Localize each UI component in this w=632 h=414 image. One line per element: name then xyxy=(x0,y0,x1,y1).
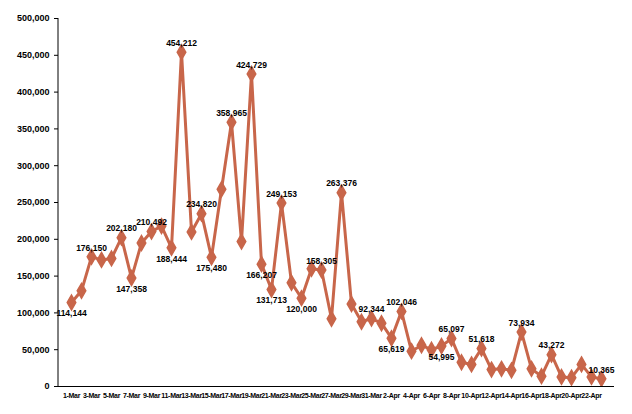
svg-text:54,995: 54,995 xyxy=(429,352,455,362)
svg-text:175,480: 175,480 xyxy=(196,263,227,273)
svg-text:73,934: 73,934 xyxy=(509,318,535,328)
svg-text:50,000: 50,000 xyxy=(22,345,50,355)
svg-text:454,212: 454,212 xyxy=(166,38,197,48)
svg-text:176,150: 176,150 xyxy=(76,243,107,253)
svg-text:2-Apr: 2-Apr xyxy=(383,392,400,400)
svg-text:16-Apr: 16-Apr xyxy=(521,392,542,400)
svg-text:7-Mar: 7-Mar xyxy=(123,392,141,399)
svg-text:17-Mar: 17-Mar xyxy=(221,392,242,399)
svg-text:19-Mar: 19-Mar xyxy=(241,392,262,399)
svg-text:3-Mar: 3-Mar xyxy=(83,392,101,399)
svg-text:25-Mar: 25-Mar xyxy=(301,392,322,399)
svg-text:20-Apr: 20-Apr xyxy=(561,392,582,400)
svg-text:31-Mar: 31-Mar xyxy=(361,392,382,399)
svg-text:27-Mar: 27-Mar xyxy=(321,392,342,399)
svg-text:65,619: 65,619 xyxy=(379,344,405,354)
svg-text:147,358: 147,358 xyxy=(116,284,147,294)
svg-text:8-Apr: 8-Apr xyxy=(443,392,460,400)
svg-text:12-Apr: 12-Apr xyxy=(481,392,502,400)
svg-text:200,000: 200,000 xyxy=(17,234,50,244)
svg-text:43,272: 43,272 xyxy=(539,340,565,350)
svg-text:29-Mar: 29-Mar xyxy=(341,392,362,399)
svg-text:158,305: 158,305 xyxy=(306,256,337,266)
svg-text:234,820: 234,820 xyxy=(186,199,217,209)
svg-text:114,144: 114,144 xyxy=(56,308,87,318)
svg-text:4-Apr: 4-Apr xyxy=(403,392,420,400)
svg-text:210,492: 210,492 xyxy=(136,217,167,227)
svg-text:131,713: 131,713 xyxy=(256,295,287,305)
svg-text:150,000: 150,000 xyxy=(17,271,50,281)
svg-text:11-Mar: 11-Mar xyxy=(161,392,182,399)
svg-text:6-Apr: 6-Apr xyxy=(423,392,440,400)
svg-text:65,097: 65,097 xyxy=(439,324,465,334)
svg-text:102,046: 102,046 xyxy=(386,297,417,307)
svg-text:358,965: 358,965 xyxy=(216,108,247,118)
svg-text:10,365: 10,365 xyxy=(589,365,615,375)
svg-text:21-Mar: 21-Mar xyxy=(261,392,282,399)
svg-text:202,180: 202,180 xyxy=(106,223,137,233)
svg-text:10-Apr: 10-Apr xyxy=(461,392,482,400)
svg-text:22-Apr: 22-Apr xyxy=(581,392,602,400)
svg-text:400,000: 400,000 xyxy=(17,87,50,97)
svg-text:5-Mar: 5-Mar xyxy=(103,392,121,399)
svg-text:249,153: 249,153 xyxy=(266,189,297,199)
svg-text:120,000: 120,000 xyxy=(286,304,317,314)
svg-text:263,376: 263,376 xyxy=(326,178,357,188)
svg-text:92,344: 92,344 xyxy=(359,304,385,314)
svg-text:14-Apr: 14-Apr xyxy=(501,392,522,400)
svg-text:23-Mar: 23-Mar xyxy=(281,392,302,399)
svg-text:0: 0 xyxy=(44,381,49,391)
svg-text:250,000: 250,000 xyxy=(17,197,50,207)
svg-text:15-Mar: 15-Mar xyxy=(201,392,222,399)
svg-text:450,000: 450,000 xyxy=(17,50,50,60)
svg-text:300,000: 300,000 xyxy=(17,161,50,171)
svg-text:13-Mar: 13-Mar xyxy=(181,392,202,399)
svg-text:51,618: 51,618 xyxy=(469,334,495,344)
svg-text:18-Apr: 18-Apr xyxy=(541,392,562,400)
svg-text:350,000: 350,000 xyxy=(17,124,50,134)
svg-text:9-Mar: 9-Mar xyxy=(143,392,161,399)
svg-text:188,444: 188,444 xyxy=(156,254,187,264)
svg-text:100,000: 100,000 xyxy=(17,308,50,318)
svg-text:166,207: 166,207 xyxy=(246,270,277,280)
svg-text:500,000: 500,000 xyxy=(17,13,50,23)
svg-text:424,729: 424,729 xyxy=(236,60,267,70)
svg-text:1-Mar: 1-Mar xyxy=(63,392,81,399)
